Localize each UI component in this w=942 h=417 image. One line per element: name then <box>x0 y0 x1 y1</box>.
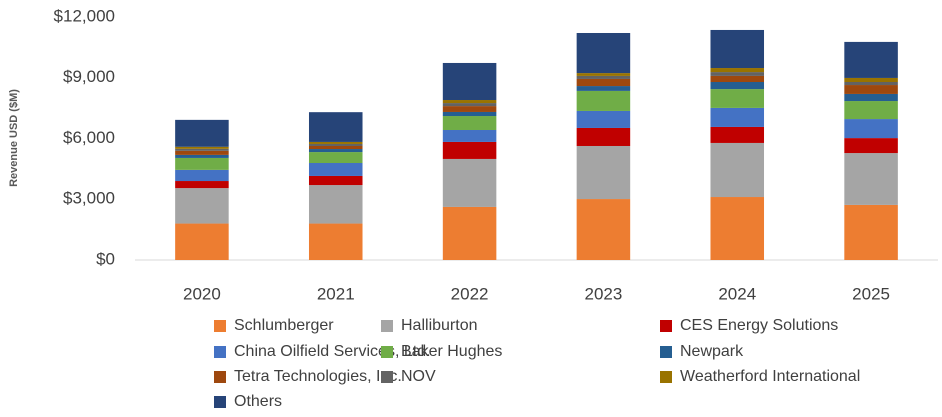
bar-segment <box>844 85 898 94</box>
bar-segment <box>442 116 497 130</box>
legend-swatch <box>214 320 226 332</box>
bar-segment <box>710 89 765 108</box>
legend-label: Others <box>234 393 282 410</box>
bar-segment <box>844 101 898 120</box>
legend-label: Halliburton <box>401 317 477 334</box>
legend-label: Baker Hughes <box>401 343 502 360</box>
bar-segment <box>576 110 631 128</box>
bar-segment <box>442 111 497 117</box>
y-axis-label: Revenue USD ($M) <box>8 89 20 187</box>
bar-segment <box>442 62 497 101</box>
legend-label: Schlumberger <box>234 317 334 334</box>
bar-segment <box>308 112 363 142</box>
bar-segment <box>308 163 363 176</box>
legend-swatch <box>660 346 672 358</box>
bar-segment <box>442 129 497 142</box>
bar-segment <box>175 169 229 182</box>
bar-segment <box>576 199 631 260</box>
bar-segment <box>175 119 229 147</box>
bar-segment <box>576 75 631 79</box>
bar-segment <box>308 223 363 260</box>
legend-swatch <box>214 396 226 408</box>
bar-segment <box>576 73 631 76</box>
legend-swatch <box>381 346 393 358</box>
bar-segment <box>710 75 765 83</box>
y-tick-label: $12,000 <box>54 6 115 25</box>
x-tick-label: 2020 <box>183 284 221 303</box>
bar-segment <box>844 77 898 83</box>
bar-segment <box>710 126 765 143</box>
bar-segment <box>710 197 765 260</box>
bar-segment <box>710 68 765 73</box>
x-tick-label: 2022 <box>451 284 489 303</box>
y-tick-label: $6,000 <box>63 128 115 147</box>
x-tick-label: 2021 <box>317 284 355 303</box>
y-tick-label: $3,000 <box>63 189 115 208</box>
y-tick-label: $9,000 <box>63 67 115 86</box>
legend-swatch <box>381 371 393 383</box>
legend-label: CES Energy Solutions <box>680 317 838 334</box>
bar-segment <box>308 143 363 146</box>
legend-label: Newpark <box>680 343 744 360</box>
bar-segment <box>442 100 497 104</box>
bar-segment <box>442 158 497 207</box>
bar-segment <box>308 141 363 144</box>
legend-swatch <box>214 346 226 358</box>
bar-segment <box>175 154 229 158</box>
legend-swatch <box>660 371 672 383</box>
bar-segment <box>844 153 898 205</box>
legend-label: Tetra Technologies, Inc. <box>234 368 402 385</box>
bar-segment <box>710 72 765 76</box>
bar-segment <box>844 82 898 86</box>
bar-segment <box>442 103 497 107</box>
x-tick-label: 2024 <box>718 284 756 303</box>
x-tick-label: 2025 <box>852 284 890 303</box>
bar-segment <box>844 119 898 139</box>
bar-segment <box>442 141 497 159</box>
bar-segment <box>710 82 765 90</box>
legend-label: NOV <box>401 368 436 385</box>
bar-segment <box>844 204 898 260</box>
bar-segment <box>710 29 765 69</box>
bar-segment <box>442 206 497 260</box>
bar-segment <box>710 107 765 127</box>
bar-segment <box>175 150 229 155</box>
bar-segment <box>175 188 229 224</box>
bar-segment <box>308 145 363 150</box>
bar-segment <box>175 223 229 260</box>
bar-segment <box>576 145 631 200</box>
bar-segment <box>308 185 363 224</box>
bar-segment <box>576 86 631 91</box>
bar-segment <box>442 106 497 112</box>
legend-label: Weatherford International <box>680 368 860 385</box>
bar-segment <box>576 78 631 87</box>
bar-segment <box>308 149 363 153</box>
bar-segment <box>308 152 363 164</box>
bar-segment <box>576 32 631 74</box>
bar-segment <box>308 175 363 186</box>
bar-segment <box>844 41 898 78</box>
legend-swatch <box>214 371 226 383</box>
bar-segment <box>175 146 229 149</box>
y-tick-label: $0 <box>96 249 115 268</box>
bar-segment <box>844 138 898 154</box>
bar-segment <box>175 148 229 151</box>
bar-segment <box>576 90 631 111</box>
bar-segment <box>175 181 229 189</box>
bar-segment <box>710 142 765 198</box>
bar-segment <box>844 93 898 102</box>
legend-swatch <box>381 320 393 332</box>
legend-swatch <box>660 320 672 332</box>
x-tick-label: 2023 <box>585 284 623 303</box>
bar-segment <box>576 127 631 146</box>
bar-segment <box>175 157 229 170</box>
